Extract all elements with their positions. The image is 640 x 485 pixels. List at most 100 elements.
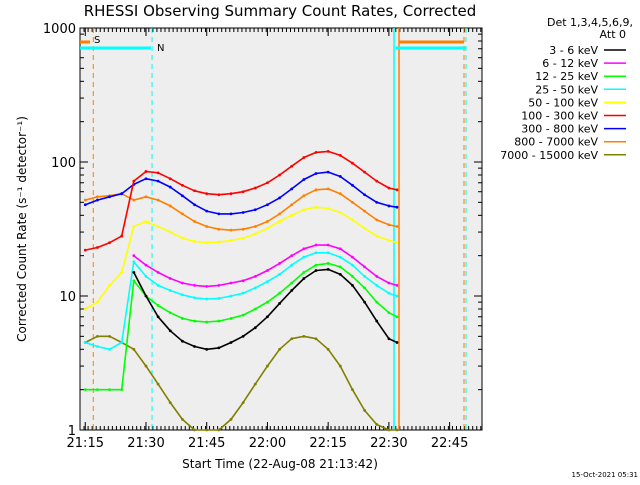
data-point <box>290 164 294 168</box>
data-point <box>96 195 99 199</box>
data-point <box>302 156 306 159</box>
data-point <box>387 204 391 208</box>
data-point <box>156 304 160 307</box>
data-point <box>229 212 233 216</box>
data-point <box>326 267 330 271</box>
data-point <box>168 311 172 315</box>
data-point <box>290 213 294 217</box>
data-point <box>205 192 209 196</box>
data-point <box>278 262 281 265</box>
data-point <box>83 388 87 392</box>
data-point <box>144 294 148 298</box>
data-point <box>217 227 221 231</box>
data-point <box>266 226 269 230</box>
data-point <box>375 319 379 323</box>
legend-header-detectors: Det 1,3,4,5,6,9, <box>547 16 633 29</box>
data-point <box>326 243 330 247</box>
data-point <box>387 291 391 295</box>
x-tick-label: 22:00 <box>249 436 286 451</box>
data-point <box>363 209 366 213</box>
data-point <box>168 177 172 181</box>
chart-title: RHESSI Observing Summary Count Rates, Co… <box>84 2 477 20</box>
data-point <box>266 203 269 207</box>
data-point <box>156 315 160 319</box>
series-group <box>83 149 399 432</box>
data-point <box>229 281 233 285</box>
data-point <box>144 263 148 267</box>
data-point <box>387 238 391 242</box>
data-point <box>351 255 354 259</box>
data-point <box>290 281 294 285</box>
data-point <box>387 311 391 315</box>
data-point <box>156 225 160 228</box>
data-point <box>375 200 379 204</box>
data-point <box>314 269 318 272</box>
data-point <box>217 193 221 197</box>
x-tick-label: 21:45 <box>188 436 225 451</box>
data-point <box>156 271 160 274</box>
data-point <box>96 300 99 304</box>
data-point <box>83 203 87 207</box>
data-point <box>395 315 399 319</box>
data-point <box>193 203 196 207</box>
data-point <box>363 265 366 269</box>
y-axis-label: Corrected Count Rate (s⁻¹ detector⁻¹) <box>15 116 29 342</box>
data-point <box>229 238 233 242</box>
data-point <box>205 297 209 301</box>
data-point <box>132 198 136 202</box>
data-point <box>314 205 318 209</box>
data-point <box>314 337 318 341</box>
data-point <box>387 428 391 432</box>
data-point <box>363 170 366 174</box>
data-point <box>395 205 399 209</box>
data-point <box>83 307 87 311</box>
data-point <box>253 208 257 212</box>
data-point <box>229 192 233 196</box>
data-point <box>181 317 184 320</box>
data-point <box>193 189 196 193</box>
data-point <box>395 428 399 432</box>
x-tick-label: 21:15 <box>67 436 104 451</box>
data-point <box>266 220 269 223</box>
legend-label: 100 - 300 keV <box>521 110 598 123</box>
data-point <box>338 175 342 178</box>
legend-label: 6 - 12 keV <box>542 57 598 70</box>
data-point <box>278 302 281 305</box>
data-point <box>168 289 172 292</box>
data-point <box>253 232 257 236</box>
data-point <box>83 198 87 202</box>
data-point <box>326 170 330 174</box>
data-point <box>387 281 391 285</box>
data-point <box>395 225 399 228</box>
data-point <box>156 283 160 287</box>
data-point <box>326 149 330 153</box>
data-point <box>387 223 391 227</box>
data-point <box>253 382 257 386</box>
data-point <box>229 294 233 298</box>
data-point <box>266 181 269 185</box>
data-point <box>193 296 196 300</box>
data-point <box>144 364 148 368</box>
data-point <box>132 225 136 228</box>
data-point <box>205 347 209 351</box>
data-point <box>241 313 245 317</box>
data-point <box>168 401 172 405</box>
data-point <box>241 236 245 240</box>
data-point <box>205 209 209 213</box>
data-point <box>338 247 342 251</box>
data-point <box>193 428 196 432</box>
data-point <box>108 283 111 287</box>
data-point <box>351 161 354 165</box>
data-point <box>314 263 318 267</box>
data-point <box>229 341 233 344</box>
x-axis-label: Start Time (22-Aug-08 21:13:42) <box>182 457 378 471</box>
data-point <box>375 283 379 287</box>
data-point <box>193 240 196 243</box>
data-point <box>120 192 124 196</box>
data-point <box>253 307 257 311</box>
data-point <box>217 296 221 300</box>
data-point <box>253 326 257 330</box>
data-point <box>205 225 209 228</box>
data-point <box>132 179 136 183</box>
data-point <box>229 317 233 320</box>
